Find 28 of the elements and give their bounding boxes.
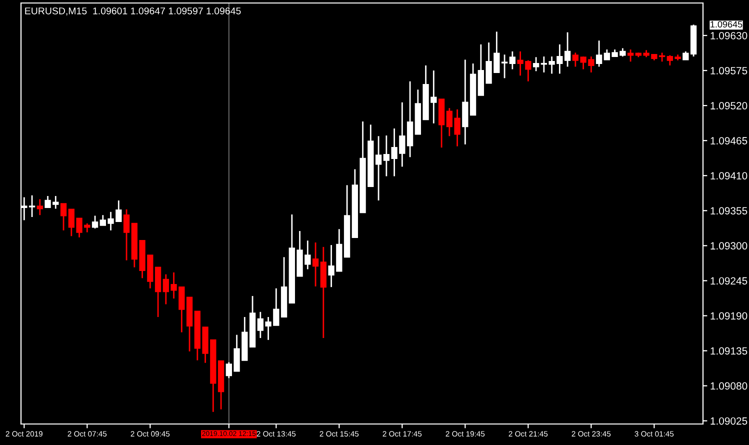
candlestick	[92, 215, 98, 230]
y-tick-label: 1.09025	[710, 417, 748, 425]
candlestick	[406, 80, 414, 158]
candlestick	[312, 242, 319, 288]
y-tick-label: 1.09630	[710, 32, 748, 40]
y-tick-label: 1.09520	[710, 102, 748, 110]
candlestick	[123, 208, 130, 262]
candlestick	[509, 50, 516, 70]
y-tick-label: 1.09355	[710, 207, 748, 215]
text: 1.09645	[710, 21, 742, 28]
y-tick-label: 1.09080	[710, 382, 748, 390]
candlestick	[36, 198, 43, 216]
candlestick	[596, 40, 602, 68]
y-tick-label: 1.09575	[710, 67, 748, 74]
candlestick	[60, 202, 67, 232]
y-tick-label: 1.09190	[710, 312, 748, 320]
candlestick	[375, 135, 382, 202]
candlestick	[564, 32, 571, 68]
candlestick	[627, 48, 634, 62]
y-tick-label: 1.09465	[710, 137, 748, 144]
candlestick	[532, 56, 540, 72]
candlestick	[501, 54, 508, 79]
y-tick-label: 1.09135	[710, 347, 748, 355]
y-tick-label: 1.09300	[710, 242, 748, 250]
chart-title: EURUSD,M15 1.09601 1.09647 1.09597 1.09645	[25, 7, 241, 16]
y-tick-label: 1.09245	[710, 277, 748, 285]
y-tick-label: 1.09410	[710, 172, 748, 180]
candlestick	[28, 194, 36, 218]
